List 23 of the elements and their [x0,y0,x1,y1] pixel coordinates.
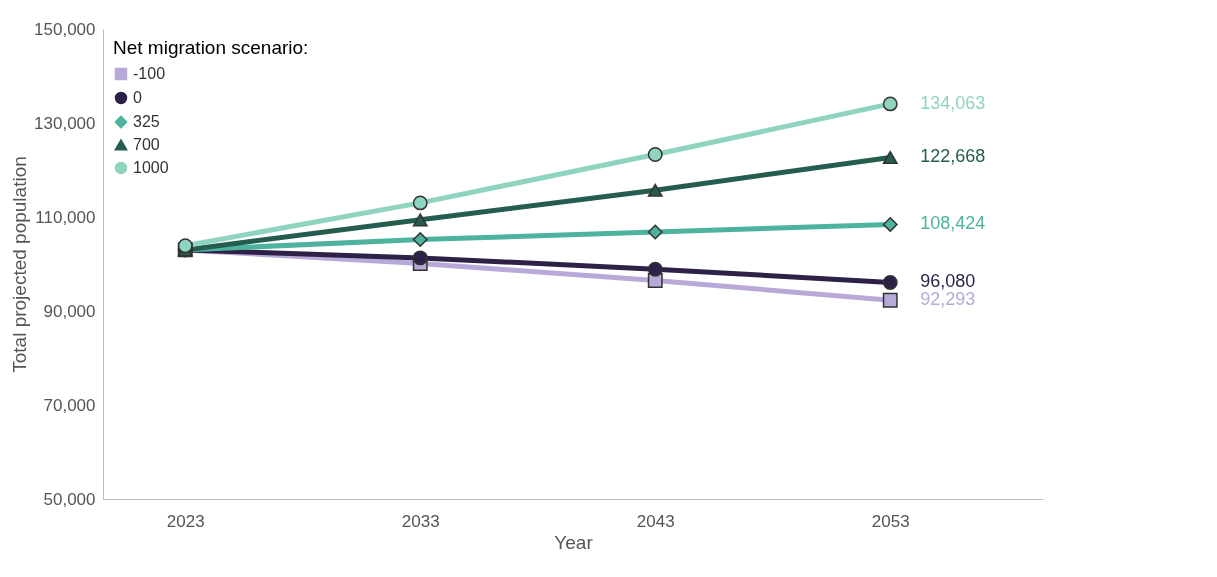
x-tick-label: 2023 [166,511,205,531]
x-tick-label: 2053 [871,511,910,531]
y-tick-label: 70,000 [43,395,96,415]
y-tick-label: 130,000 [34,113,96,133]
y-tick-label: 50,000 [43,489,96,509]
data-label: 134,063 [920,92,986,113]
x-axis-title: Year [554,531,594,553]
x-tick-label: 2043 [636,511,675,531]
legend-label: -100 [133,65,166,82]
data-label: 96,080 [920,271,976,292]
legend-label: 325 [133,113,160,130]
legend-label: 1000 [133,159,169,176]
data-label: 122,668 [920,146,986,167]
y-axis-title: Total projected population [9,156,31,373]
legend-label: 700 [133,136,160,153]
y-tick-label: 110,000 [35,207,96,227]
x-tick-label: 2033 [401,511,440,531]
legend-label: 0 [133,89,142,106]
y-tick-label: 150,000 [34,19,96,39]
y-tick-label: 90,000 [43,301,96,321]
legend-title: Net migration scenario: [113,37,309,58]
data-label: 108,424 [920,213,986,234]
data-label: 92,293 [920,289,976,310]
